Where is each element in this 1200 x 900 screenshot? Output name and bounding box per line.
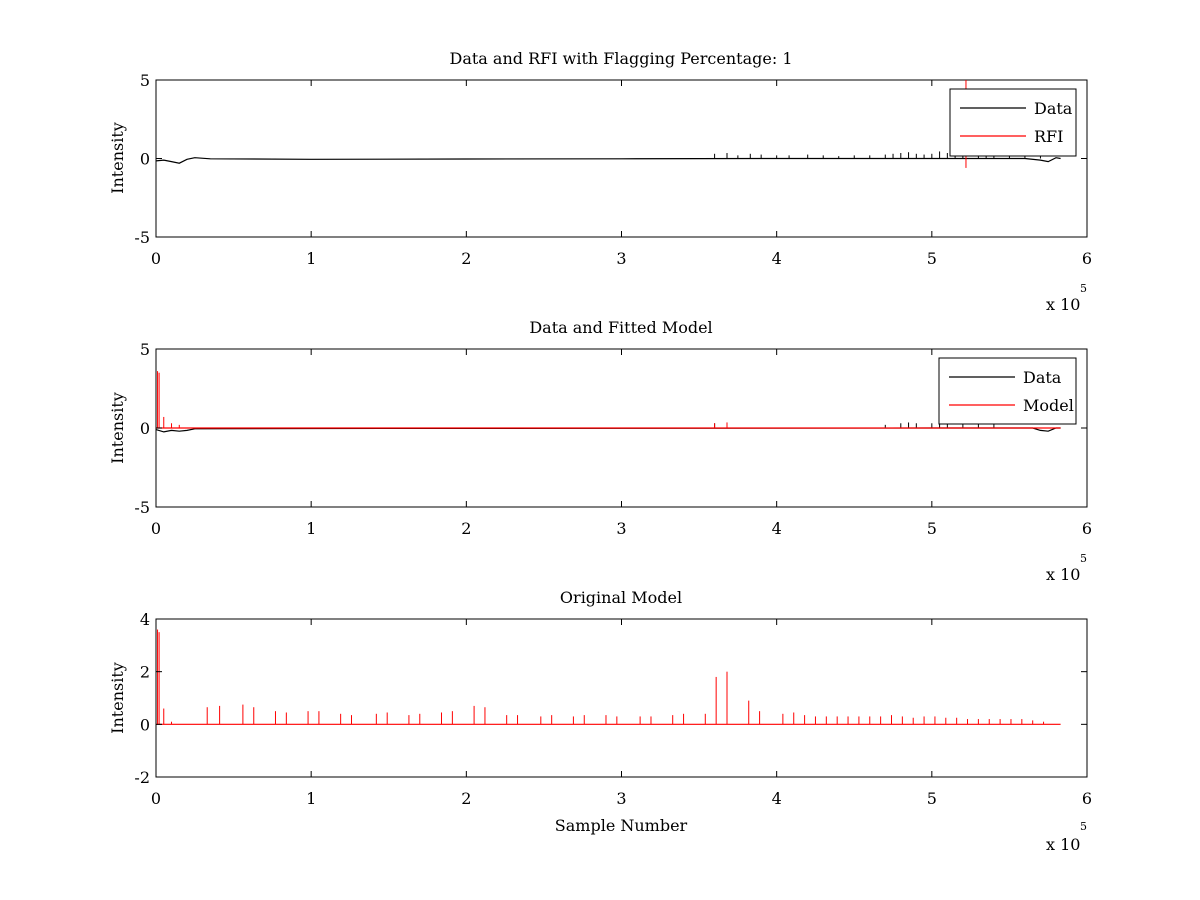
panel-3-yticks: -2 0 2 4 [134,610,1087,787]
panel-2-y-tick-label: 0 [140,419,150,438]
panel-1-legend: Data RFI [949,88,1077,157]
panel-1-xticks: 0 1 2 3 4 5 6 [151,80,1092,268]
panel-2-x-tick-label: 5 [927,519,937,538]
panel-1-x-tick-label: 4 [772,249,782,268]
panel-2-x-tick-label: 3 [616,519,626,538]
panel-1-x-multiplier: x 10 [1046,295,1080,314]
panel-3-xticks: 0 1 2 3 4 5 6 [151,619,1092,808]
panel-3-y-tick-label: 2 [140,663,150,682]
panel-1-data-line [155,157,1061,164]
panel-2-x-tick-label: 0 [151,519,161,538]
panel-1-x-tick-label: 5 [927,249,937,268]
panel-1-x-exponent: 5 [1080,282,1087,295]
panel-3-x-tick-label: 0 [151,789,161,808]
panel-2-legend-label: Data [1023,368,1062,387]
panel-2-x-tick-label: 2 [461,519,471,538]
panel-3-axes-box [155,618,1088,778]
panel-1-legend-box [949,88,1077,157]
panel-3-title: Original Model [560,588,682,607]
panel-2-x-tick-label: 4 [772,519,782,538]
panel-2-x-exponent: 5 [1080,552,1087,565]
panel-1-y-tick-label: -5 [134,228,150,247]
panel-2-xticks: 0 1 2 3 4 5 6 [151,349,1092,538]
panel-3-x-tick-label: 1 [306,789,316,808]
panel-2-title: Data and Fitted Model [529,318,712,337]
panel-3-y-tick-label: 4 [140,610,150,629]
panel-1: Data and RFI with Flagging Percentage: 1… [108,49,1092,314]
panel-1-y-tick-label: 0 [140,150,150,169]
panel-2-x-tick-label: 1 [306,519,316,538]
panel-1-legend-label: RFI [1034,127,1063,146]
panel-2-y-tick-label: 5 [140,340,150,359]
panel-3-x-tick-label: 5 [927,789,937,808]
panel-1-yticks: -5 0 5 [134,71,1087,247]
panel-3-x-tick-label: 3 [616,789,626,808]
panel-3-x-exponent: 5 [1080,820,1087,833]
panel-1-ylabel: Intensity [108,122,127,194]
panel-3-ylabel: Intensity [108,662,127,734]
panel-3-xlabel: Sample Number [555,816,688,835]
panel-2-legend-box [938,357,1077,425]
panel-2-legend: Data Model [938,357,1077,425]
panel-1-plot [155,79,1088,238]
panel-1-x-tick-label: 6 [1082,249,1092,268]
panel-3-y-tick-label: -2 [134,768,150,787]
panel-1-legend-label: Data [1034,99,1073,118]
panel-2-plot [155,348,1088,508]
panel-2-legend-label: Model [1023,396,1074,415]
panel-3-x-tick-label: 4 [772,789,782,808]
panel-2-yticks: -5 0 5 [134,340,1087,517]
panel-3-x-tick-label: 6 [1082,789,1092,808]
panel-1-x-tick-label: 1 [306,249,316,268]
panel-2-x-tick-label: 6 [1082,519,1092,538]
panel-2-y-tick-label: -5 [134,498,150,517]
panel-2-ylabel: Intensity [108,392,127,464]
panel-1-x-tick-label: 0 [151,249,161,268]
panel-1-x-tick-label: 3 [616,249,626,268]
panel-3-x-multiplier: x 10 [1046,835,1080,854]
panel-1-title: Data and RFI with Flagging Percentage: 1 [449,49,792,68]
panel-2-x-multiplier: x 10 [1046,565,1080,584]
panel-1-x-tick-label: 2 [461,249,471,268]
panel-3-plot [155,618,1088,778]
panel-3-x-tick-label: 2 [461,789,471,808]
panel-1-y-tick-label: 5 [140,71,150,90]
panel-3-y-tick-label: 0 [140,715,150,734]
panel-3: Original Model Intensity Sample Number 0… [108,588,1092,854]
